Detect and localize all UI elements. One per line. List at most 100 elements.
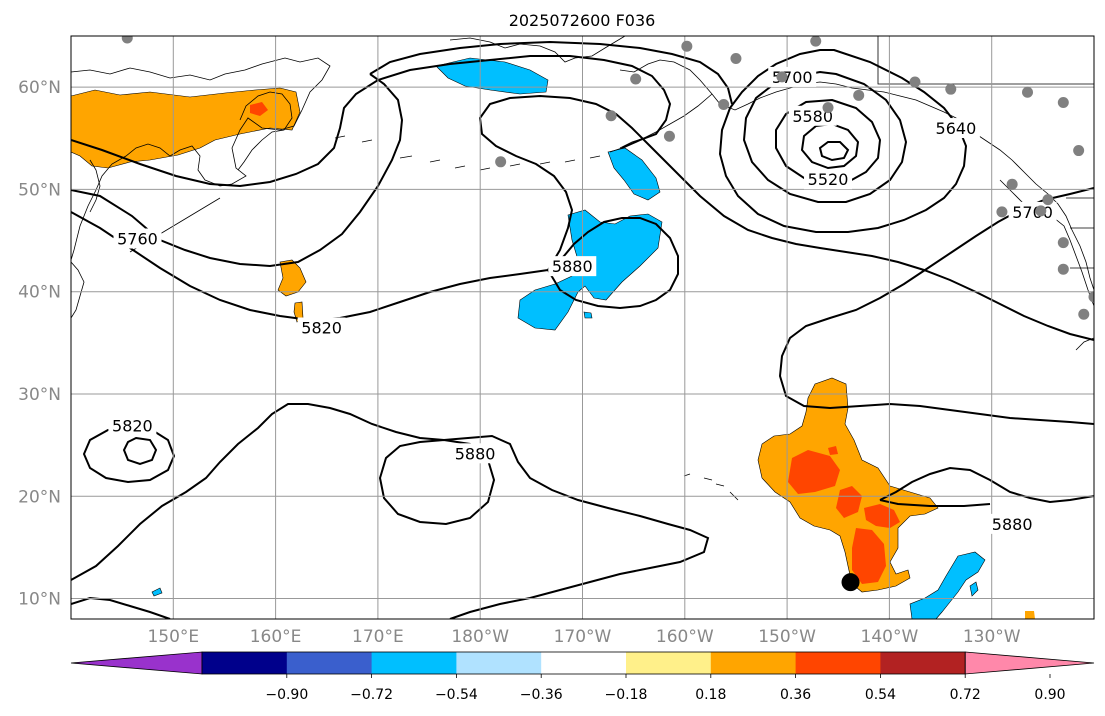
station-marker xyxy=(121,36,133,44)
height-contour xyxy=(71,403,710,619)
contour-label: 5880 xyxy=(992,515,1033,534)
station-markers xyxy=(121,36,1094,320)
latitude-tick-label: 10°N xyxy=(18,590,61,610)
colorbar xyxy=(70,651,1095,675)
contour-label-background xyxy=(804,169,853,190)
colorbar-tick-label: −0.36 xyxy=(520,687,563,703)
contour-label-background xyxy=(548,256,597,277)
colorbar-tick-labels: −0.90 −0.72 −0.54 −0.36 −0.18 0.18 0.36 0.54 0.7… xyxy=(265,674,1066,703)
station-marker xyxy=(1057,263,1069,275)
japan-coastline xyxy=(71,261,85,319)
canada-border xyxy=(877,36,1094,85)
colorbar-segment xyxy=(710,652,797,674)
station-marker xyxy=(1042,194,1054,206)
contour-label: 5580 xyxy=(792,107,833,126)
colorbar-tick-label: −0.72 xyxy=(350,687,393,703)
contour-label: 5640 xyxy=(936,119,977,138)
negative-anomaly-region xyxy=(969,581,979,597)
height-contour xyxy=(818,141,850,162)
height-contour xyxy=(778,187,1094,425)
height-contour xyxy=(122,436,158,466)
contour-label: 5520 xyxy=(808,170,849,189)
longitude-tick-label: 180°W xyxy=(451,627,509,647)
longitude-tick-label: 150°E xyxy=(147,627,199,647)
station-marker xyxy=(776,71,788,83)
aleutian-islands xyxy=(334,135,623,171)
negative-anomaly-region xyxy=(909,551,986,619)
colorbar-tick-label: 0.72 xyxy=(950,687,981,703)
station-marker xyxy=(1057,96,1069,108)
negative-anomaly-region xyxy=(151,587,163,597)
station-marker xyxy=(810,36,822,47)
map-title: 2025072600 F036 xyxy=(509,11,656,30)
longitude-tick-label: 170°E xyxy=(352,627,404,647)
contour-label-background xyxy=(988,513,1037,534)
asia-coastline xyxy=(71,57,331,261)
contour-label: 5880 xyxy=(552,257,593,276)
contour-label: 5820 xyxy=(301,319,342,338)
positive-anomaly-core xyxy=(836,486,862,518)
colorbar-tick-label: −0.18 xyxy=(605,687,648,703)
contour-label-background xyxy=(113,228,162,249)
station-marker xyxy=(730,53,742,65)
negative-anomaly-region xyxy=(607,147,661,201)
station-marker xyxy=(1073,145,1085,157)
station-marker xyxy=(1006,178,1018,190)
graticule xyxy=(71,36,1094,619)
colorbar-segment xyxy=(880,652,966,674)
longitude-tick-label: 140°W xyxy=(861,627,919,647)
positive-anomaly-core xyxy=(828,446,838,455)
kamchatka-coastline xyxy=(237,91,293,171)
positive-anomaly-region xyxy=(71,87,301,169)
station-marker xyxy=(663,130,675,142)
latitude-tick-label: 60°N xyxy=(18,78,61,98)
longitude-labels: 150°E 160°E 170°E 180°W 170°W 160°W 150°W 140°W… xyxy=(147,627,1020,647)
latitude-tick-label: 50°N xyxy=(18,180,61,200)
station-marker xyxy=(822,102,834,114)
station-marker xyxy=(630,73,642,85)
longitude-tick-label: 130°W xyxy=(963,627,1021,647)
station-marker xyxy=(1057,237,1069,249)
contour-label: 5820 xyxy=(112,417,153,436)
storm-center-marker xyxy=(841,573,860,592)
station-marker xyxy=(681,40,693,52)
state-borders xyxy=(1070,227,1094,269)
contour-label-background xyxy=(451,443,500,464)
colorbar-tick-label: −0.90 xyxy=(265,687,308,703)
colorbar-segment xyxy=(795,652,881,674)
positive-anomaly-core xyxy=(852,528,886,584)
colorbar-tick-label: 0.54 xyxy=(865,687,896,703)
height-contour xyxy=(800,122,860,170)
map-frame xyxy=(70,35,1095,620)
colorbar-segment xyxy=(541,652,627,674)
latitude-labels: 10°N 20°N 30°N 40°N 50°N 60°N xyxy=(18,78,61,609)
contour-label-background xyxy=(931,118,980,139)
latitude-tick-label: 20°N xyxy=(18,487,61,507)
anomaly-shading xyxy=(71,57,1035,619)
height-contour xyxy=(478,94,1094,341)
colorbar-max-extension xyxy=(964,651,1095,675)
positive-anomaly-core xyxy=(788,450,840,494)
height-contour xyxy=(82,426,176,484)
station-marker xyxy=(945,83,957,95)
longitude-tick-label: 160°W xyxy=(656,627,714,647)
colorbar-tick-label: 0.90 xyxy=(1034,687,1065,703)
height-contour xyxy=(718,49,968,233)
longitude-tick-label: 150°W xyxy=(758,627,816,647)
hawaiian-islands xyxy=(683,473,739,501)
positive-anomaly-region xyxy=(757,377,939,593)
station-marker xyxy=(1022,86,1034,98)
positive-anomaly-core xyxy=(250,102,268,116)
positive-anomaly-core xyxy=(864,504,900,528)
latitude-tick-label: 30°N xyxy=(18,385,61,405)
colorbar-frame xyxy=(201,651,966,675)
colorbar-segment xyxy=(626,652,712,674)
negative-anomaly-region xyxy=(583,311,593,319)
colorbar-tick-label: 0.18 xyxy=(695,687,726,703)
contour-label-background xyxy=(297,317,346,338)
colorbar-tick-label: 0.36 xyxy=(780,687,811,703)
station-marker xyxy=(495,156,507,168)
station-marker xyxy=(1078,308,1090,320)
height-contour xyxy=(547,217,679,310)
